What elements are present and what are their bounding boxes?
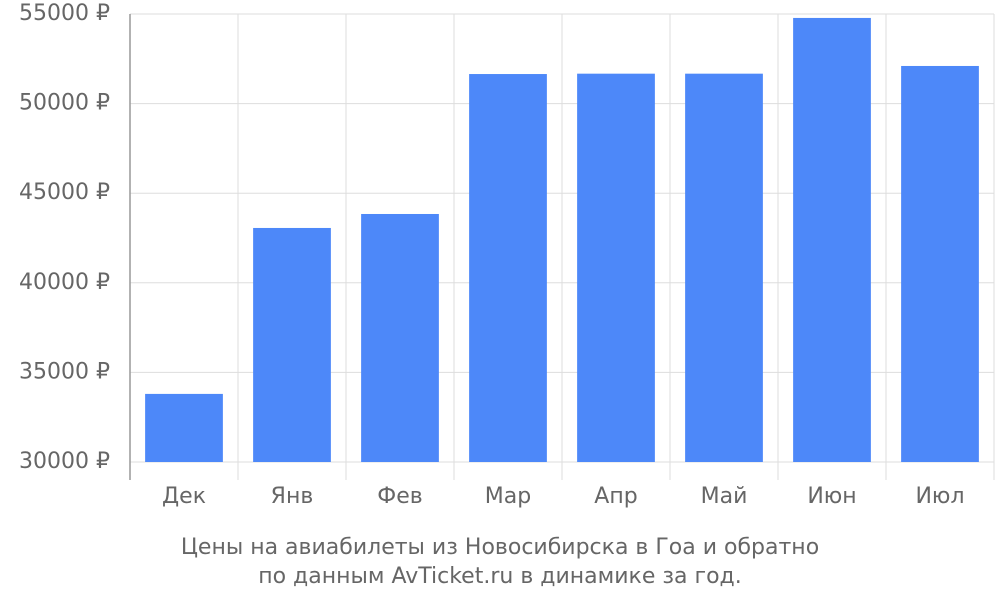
bar [577, 73, 655, 463]
bar [901, 65, 979, 462]
x-tick-label: Янв [271, 484, 314, 509]
y-tick-label: 30000 ₽ [19, 449, 110, 474]
x-tick-label: Апр [594, 484, 637, 509]
y-tick-label: 55000 ₽ [19, 1, 110, 26]
x-tick-label: Июн [807, 484, 856, 509]
chart-title-line: Цены на авиабилеты из Новосибирска в Гоа… [181, 535, 819, 560]
x-tick-label: Май [701, 484, 748, 509]
bar [361, 213, 439, 462]
y-tick-label: 50000 ₽ [19, 91, 110, 116]
bar [253, 227, 331, 462]
bar [793, 17, 871, 462]
x-tick-label: Фев [377, 484, 422, 509]
x-tick-label: Дек [162, 484, 206, 509]
chart-title-line: по данным AvTicket.ru в динамике за год. [258, 564, 742, 589]
y-tick-label: 40000 ₽ [19, 270, 110, 295]
x-tick-label: Июл [915, 484, 964, 509]
y-tick-label: 45000 ₽ [19, 180, 110, 205]
bar [685, 73, 763, 463]
bar [469, 74, 547, 463]
bar [145, 393, 223, 462]
x-tick-label: Мар [485, 484, 531, 509]
y-tick-label: 35000 ₽ [19, 359, 110, 384]
